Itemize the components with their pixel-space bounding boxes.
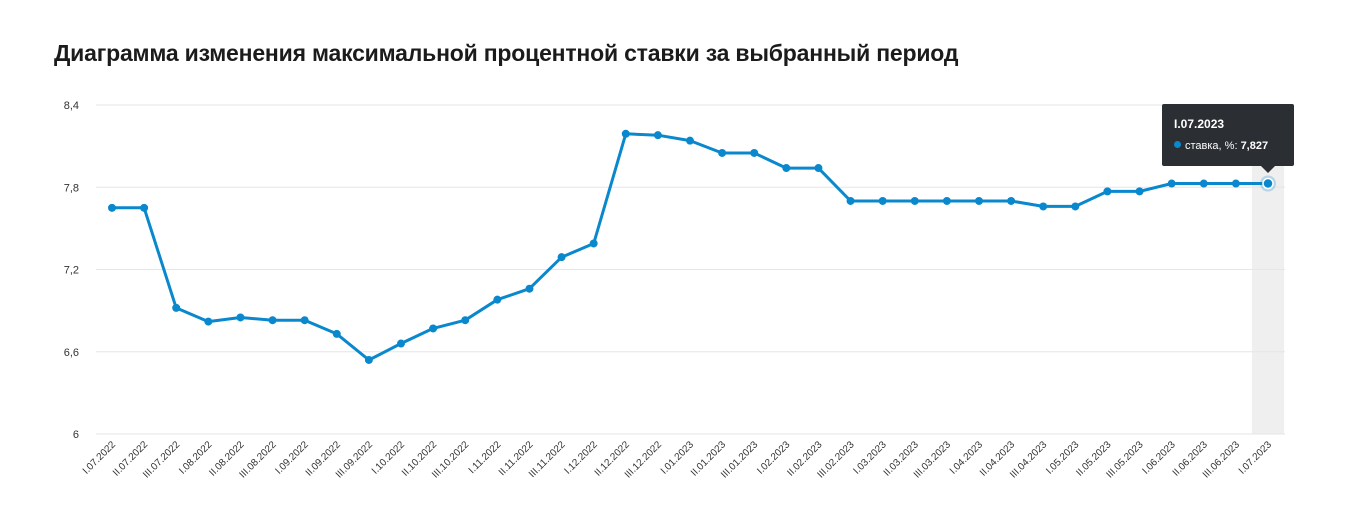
data-point[interactable]: [782, 164, 791, 173]
x-tick-label: I.07.2023: [1237, 439, 1275, 477]
data-point[interactable]: [878, 196, 887, 205]
tooltip-value: 7,827: [1240, 140, 1269, 152]
data-point[interactable]: [589, 239, 598, 248]
data-point[interactable]: [525, 284, 534, 293]
tooltip-date: I.07.2023: [1174, 117, 1225, 131]
tooltip-row: ставка, %: 7,827: [1174, 140, 1294, 152]
chart-title: Диаграмма изменения максимальной процент…: [54, 40, 959, 66]
data-point[interactable]: [364, 355, 373, 364]
data-point[interactable]: [493, 295, 502, 304]
data-point-active[interactable]: [1262, 177, 1274, 190]
data-point[interactable]: [108, 203, 116, 212]
data-point[interactable]: [332, 329, 341, 338]
tooltip-series-label: ставка, %:: [1185, 140, 1238, 152]
data-point[interactable]: [204, 317, 213, 326]
data-point[interactable]: [461, 316, 470, 325]
data-point[interactable]: [975, 196, 983, 205]
data-point[interactable]: [557, 253, 566, 262]
data-point[interactable]: [1103, 187, 1112, 196]
data-point[interactable]: [910, 196, 919, 205]
data-point[interactable]: [750, 148, 759, 157]
y-tick-label: 6,6: [64, 347, 79, 359]
series-points[interactable]: [108, 129, 1276, 364]
data-point[interactable]: [686, 136, 694, 145]
data-point[interactable]: [1199, 179, 1208, 188]
data-point[interactable]: [397, 339, 405, 348]
data-point[interactable]: [1071, 202, 1080, 211]
data-point[interactable]: [1167, 179, 1176, 188]
series-marker-icon: [1174, 141, 1181, 148]
data-point[interactable]: [653, 131, 662, 140]
data-point[interactable]: [718, 148, 727, 157]
y-tick-label: 7,8: [64, 182, 79, 194]
chart-tooltip: I.07.2023 ставка, %: 7,827: [1162, 104, 1294, 173]
data-point[interactable]: [300, 316, 309, 325]
data-point[interactable]: [942, 196, 951, 205]
data-point[interactable]: [268, 316, 277, 325]
data-point[interactable]: [236, 313, 245, 322]
x-axis-labels: I.07.2022II.07.2022III.07.2022I.08.2022I…: [81, 439, 1275, 481]
y-axis-labels: 6 6,6 7,2 7,8 8,4: [64, 100, 79, 441]
y-tick-label: 7,2: [64, 265, 79, 277]
data-point[interactable]: [814, 164, 823, 173]
data-point[interactable]: [846, 196, 855, 205]
data-point[interactable]: [1135, 187, 1144, 196]
y-tick-label: 8,4: [64, 100, 79, 112]
data-point[interactable]: [429, 324, 438, 333]
series-line-path: [110, 132, 1270, 362]
data-point[interactable]: [140, 203, 149, 212]
y-tick-label: 6: [73, 429, 79, 441]
grid-lines: [96, 104, 1285, 435]
data-point[interactable]: [1231, 179, 1240, 188]
data-point[interactable]: [1039, 202, 1048, 211]
data-point[interactable]: [621, 129, 630, 138]
series-line: [110, 132, 1270, 362]
data-point[interactable]: [1007, 196, 1016, 205]
data-point[interactable]: [172, 303, 181, 312]
